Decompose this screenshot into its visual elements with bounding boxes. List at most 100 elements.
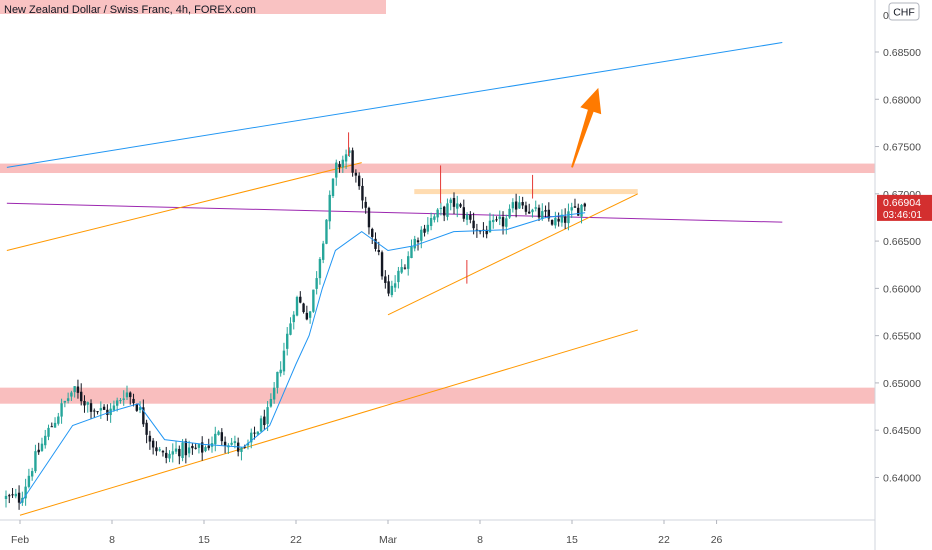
- candle-body[interactable]: [338, 164, 341, 168]
- candle-body[interactable]: [380, 252, 384, 277]
- candle-body[interactable]: [511, 202, 515, 209]
- candle-body[interactable]: [544, 210, 547, 212]
- breakout-arrow[interactable]: [571, 87, 602, 168]
- candle-body[interactable]: [243, 446, 246, 448]
- candle-body[interactable]: [492, 219, 495, 223]
- candle-body[interactable]: [240, 447, 243, 452]
- candle-body[interactable]: [168, 453, 171, 459]
- candle-body[interactable]: [115, 400, 119, 406]
- candle-body[interactable]: [426, 224, 430, 232]
- candle-body[interactable]: [335, 162, 338, 178]
- candle-body[interactable]: [204, 447, 207, 452]
- candle-body[interactable]: [142, 407, 145, 425]
- candle-body[interactable]: [557, 218, 560, 222]
- candle-body[interactable]: [194, 447, 197, 449]
- candle-body[interactable]: [393, 283, 397, 288]
- candle-body[interactable]: [53, 422, 57, 428]
- candle-body[interactable]: [371, 228, 374, 237]
- candle-body[interactable]: [429, 218, 433, 227]
- candle-body[interactable]: [174, 448, 178, 452]
- candle-body[interactable]: [73, 386, 76, 393]
- candle-body[interactable]: [328, 194, 331, 222]
- candle-body[interactable]: [563, 216, 567, 223]
- candle-body[interactable]: [44, 435, 47, 446]
- candle-body[interactable]: [276, 371, 279, 388]
- candle-body[interactable]: [125, 392, 129, 398]
- orange-upper-channel[interactable]: [6, 162, 362, 252]
- candle-body[interactable]: [361, 185, 364, 201]
- candle-body[interactable]: [217, 431, 220, 435]
- candle-body[interactable]: [452, 198, 456, 207]
- candle-body[interactable]: [407, 256, 410, 269]
- candle-body[interactable]: [344, 154, 348, 162]
- candle-body[interactable]: [83, 400, 86, 406]
- candle-body[interactable]: [106, 409, 109, 415]
- candle-body[interactable]: [279, 369, 282, 374]
- candle-body[interactable]: [410, 246, 413, 259]
- candle-body[interactable]: [259, 418, 263, 432]
- candle-body[interactable]: [96, 411, 99, 413]
- candle-body[interactable]: [580, 204, 583, 217]
- candle-body[interactable]: [498, 216, 501, 219]
- candle-body[interactable]: [554, 217, 557, 226]
- candle-body[interactable]: [485, 229, 488, 235]
- candle-body[interactable]: [89, 403, 93, 412]
- candle-body[interactable]: [37, 449, 40, 453]
- candle-body[interactable]: [465, 214, 469, 220]
- candle-body[interactable]: [99, 408, 103, 411]
- candle-body[interactable]: [354, 172, 358, 176]
- candle-body[interactable]: [550, 220, 554, 225]
- candle-body[interactable]: [456, 203, 459, 209]
- candle-body[interactable]: [534, 207, 537, 209]
- candle-body[interactable]: [70, 392, 73, 397]
- purple-trendline[interactable]: [6, 202, 783, 223]
- candle-body[interactable]: [400, 267, 403, 273]
- candle-body[interactable]: [433, 216, 436, 220]
- candle-body[interactable]: [384, 276, 387, 283]
- candle-body[interactable]: [514, 201, 518, 210]
- candle-body[interactable]: [292, 314, 295, 323]
- candle-body[interactable]: [567, 211, 570, 224]
- candle-body[interactable]: [289, 323, 292, 335]
- candle-body[interactable]: [250, 432, 253, 443]
- candle-body[interactable]: [135, 404, 138, 411]
- candle-body[interactable]: [102, 406, 106, 410]
- candle-body[interactable]: [312, 289, 315, 312]
- candle-body[interactable]: [331, 178, 335, 197]
- candle-body[interactable]: [413, 238, 416, 249]
- candle-body[interactable]: [86, 402, 89, 405]
- candle-body[interactable]: [446, 203, 449, 217]
- candle-body[interactable]: [488, 220, 492, 233]
- candle-body[interactable]: [151, 440, 155, 448]
- blue-trendline[interactable]: [6, 42, 783, 168]
- candle-body[interactable]: [315, 278, 318, 289]
- candle-body[interactable]: [501, 217, 505, 227]
- candle-body[interactable]: [184, 441, 188, 456]
- candle-body[interactable]: [178, 448, 181, 457]
- candle-body[interactable]: [472, 220, 475, 229]
- candle-body[interactable]: [560, 214, 564, 223]
- candle-body[interactable]: [132, 398, 135, 404]
- candle-body[interactable]: [4, 495, 8, 499]
- candle-body[interactable]: [233, 441, 237, 444]
- candle-body[interactable]: [403, 267, 407, 269]
- candle-body[interactable]: [272, 387, 276, 400]
- candle-body[interactable]: [286, 333, 289, 349]
- candle-body[interactable]: [528, 211, 531, 214]
- candle-body[interactable]: [158, 449, 161, 451]
- orange-lower-channel[interactable]: [19, 329, 638, 516]
- candle-body[interactable]: [377, 250, 380, 253]
- candle-body[interactable]: [299, 296, 302, 303]
- candle-body[interactable]: [155, 447, 158, 452]
- candle-body[interactable]: [11, 494, 14, 496]
- candle-body[interactable]: [253, 432, 256, 434]
- candle-body[interactable]: [47, 427, 50, 437]
- candle-body[interactable]: [63, 400, 67, 403]
- candle-body[interactable]: [436, 209, 439, 218]
- currency-badge[interactable]: CHF: [888, 2, 920, 21]
- candle-body[interactable]: [573, 206, 577, 208]
- candle-body[interactable]: [547, 209, 551, 219]
- candle-body[interactable]: [263, 416, 266, 426]
- candle-body[interactable]: [122, 398, 125, 400]
